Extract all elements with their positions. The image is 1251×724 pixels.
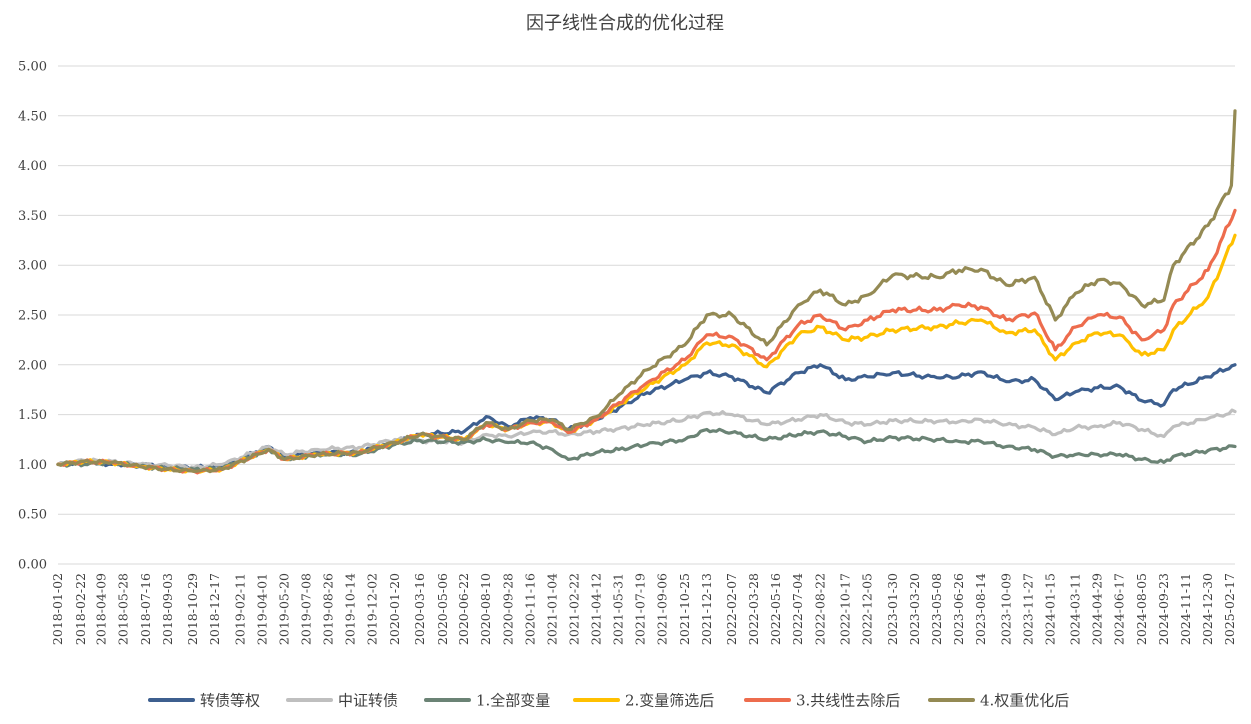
x-tick-label: 2022-10-17 [838,573,853,645]
x-tick-label: 2023-08-14 [973,573,988,645]
x-tick-label: 2020-08-10 [478,573,493,645]
x-tick-label: 2023-05-08 [929,573,944,645]
x-tick-label: 2020-11-16 [522,573,537,645]
x-tick-label: 2019-10-14 [343,573,358,645]
x-tick-label: 2024-04-29 [1090,573,1105,645]
x-tick-label: 2020-03-16 [412,573,427,645]
x-tick-label: 2023-01-30 [885,573,900,645]
x-tick-label: 2022-03-28 [746,573,761,645]
x-tick-label: 2019-05-20 [276,573,291,645]
x-tick-label: 2018-10-29 [185,573,200,645]
x-tick-label: 2020-09-28 [500,573,515,645]
y-axis-ticks: 0.00 0.50 1.00 1.50 2.00 2.50 3.00 3.50 4.00 4.50… [18,60,47,573]
x-tick-label: 2021-09-06 [655,573,670,645]
y-tick-label: 1.00 [18,458,47,473]
x-tick-label: 2019-07-08 [299,573,314,645]
y-tick-label: 1.50 [18,408,47,423]
chart-title: 因子线性合成的优化过程 [526,13,724,34]
series-line [56,109,1237,474]
x-tick-label: 2022-08-22 [812,573,827,645]
legend-label: 2.变量筛选后 [625,692,714,710]
grid-lines [58,65,1235,565]
y-tick-label: 3.50 [18,209,47,224]
x-tick-label: 2022-05-16 [768,573,783,645]
x-tick-label: 2023-06-26 [951,573,966,645]
x-tick-label: 2024-12-30 [1200,573,1215,645]
y-tick-label: 2.00 [18,358,47,373]
x-tick-label: 2020-06-22 [456,573,471,645]
x-tick-label: 2024-06-17 [1112,573,1127,645]
x-tick-label: 2018-12-17 [207,573,222,645]
x-tick-label: 2024-11-11 [1178,573,1193,645]
x-tick-label: 2021-10-25 [677,573,692,645]
series-lines [56,109,1237,475]
x-tick-label: 2023-03-20 [907,573,922,645]
x-tick-label: 2019-12-02 [365,573,380,645]
legend-label: 转债等权 [200,692,260,710]
x-tick-label: 2020-01-20 [387,573,402,645]
x-tick-label: 2022-12-05 [860,573,875,645]
legend: 转债等权 中证转债 1.全部变量 2.变量筛选后 3.共线性去除后 4.权重优化后 [148,692,1069,710]
x-tick-label: 2019-04-01 [254,573,269,645]
x-tick-label: 2018-02-22 [73,573,88,645]
y-tick-label: 4.00 [18,159,47,174]
x-tick-label: 2022-02-07 [724,573,739,645]
y-tick-label: 3.00 [18,259,47,274]
x-tick-label: 2023-10-09 [998,573,1013,645]
x-tick-label: 2018-05-28 [116,573,131,645]
x-tick-label: 2019-08-26 [321,573,336,645]
legend-label: 中证转债 [338,692,398,710]
x-tick-label: 2024-09-23 [1156,573,1171,645]
x-tick-label: 2025-02-17 [1222,573,1237,645]
x-tick-label: 2021-07-19 [633,573,648,645]
x-tick-label: 2021-05-31 [611,573,626,645]
x-tick-label: 2021-12-13 [699,573,714,645]
x-tick-label: 2018-07-16 [138,573,153,645]
x-tick-label: 2024-03-11 [1068,573,1083,645]
x-tick-label: 2023-11-27 [1020,573,1035,645]
x-tick-label: 2022-07-04 [790,573,805,645]
y-tick-label: 0.50 [18,508,47,523]
y-tick-label: 2.50 [18,309,47,324]
x-tick-label: 2024-08-05 [1134,573,1149,645]
y-tick-label: 0.00 [18,558,47,573]
y-tick-label: 5.00 [18,60,47,75]
x-tick-label: 2018-04-09 [94,573,109,645]
x-tick-label: 2020-05-06 [435,573,450,645]
x-tick-label: 2018-09-03 [160,573,175,645]
legend-label: 3.共线性去除后 [796,692,900,710]
x-tick-label: 2021-02-22 [566,573,581,645]
x-tick-label: 2024-01-15 [1042,573,1057,645]
x-tick-label: 2018-01-02 [50,573,65,645]
x-tick-label: 2021-04-12 [589,573,604,645]
legend-label: 1.全部变量 [476,692,550,710]
y-tick-label: 4.50 [18,109,47,124]
x-tick-label: 2019-02-11 [232,573,247,645]
x-tick-label: 2021-01-04 [544,573,559,645]
x-axis-ticks: 2018-01-02 2018-02-22 2018-04-09 2018-05-28… [50,573,1237,645]
legend-label: 4.权重优化后 [980,692,1069,710]
